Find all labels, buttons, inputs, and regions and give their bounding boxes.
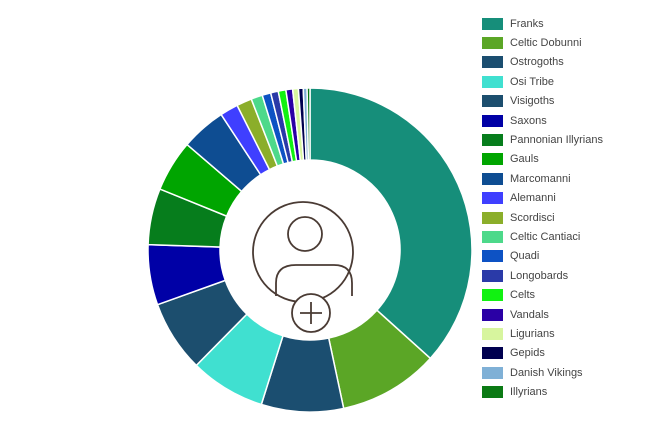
legend-item[interactable]: Franks [482, 14, 603, 33]
legend-item[interactable]: Saxons [482, 111, 603, 130]
legend-swatch [482, 134, 503, 147]
legend-item[interactable]: Celts [482, 285, 603, 304]
legend-swatch [482, 269, 503, 282]
legend-item[interactable]: Osi Tribe [482, 72, 603, 91]
legend-swatch [482, 75, 503, 88]
legend-swatch [482, 56, 503, 69]
legend-label: Quadi [510, 250, 540, 263]
slice-franks[interactable] [309, 87, 473, 360]
legend-swatch [482, 366, 503, 379]
legend-swatch [482, 192, 503, 205]
legend-swatch [482, 211, 503, 224]
legend-swatch [482, 327, 503, 340]
legend-item[interactable]: Gepids [482, 344, 603, 363]
legend-item[interactable]: Scordisci [482, 208, 603, 227]
legend-label: Visigoths [510, 95, 555, 108]
legend-item[interactable]: Vandals [482, 305, 603, 324]
legend-swatch [482, 95, 503, 108]
legend-label: Pannonian Illyrians [510, 134, 603, 147]
legend-swatch [482, 17, 503, 30]
legend-label: Gepids [510, 347, 545, 360]
legend-item[interactable]: Longobards [482, 266, 603, 285]
legend-label: Longobards [510, 269, 569, 282]
add-user-icon[interactable] [252, 201, 354, 333]
legend-swatch [482, 347, 503, 360]
icon-shoulders [275, 264, 353, 296]
legend-item[interactable]: Illyrians [482, 382, 603, 401]
legend-item[interactable]: Celtic Cantiaci [482, 227, 603, 246]
legend-label: Danish Vikings [510, 366, 583, 379]
legend-label: Illyrians [510, 386, 548, 399]
legend-label: Celtic Cantiaci [510, 230, 581, 243]
slice-illyrians[interactable] [306, 87, 311, 161]
legend-label: Vandals [510, 308, 549, 321]
legend-swatch [482, 37, 503, 50]
legend-label: Saxons [510, 114, 547, 127]
legend-item[interactable]: Danish Vikings [482, 363, 603, 382]
legend-label: Ligurians [510, 327, 555, 340]
legend-item[interactable]: Visigoths [482, 92, 603, 111]
legend-item[interactable]: Marcomanni [482, 169, 603, 188]
legend-label: Celts [510, 289, 536, 302]
legend-swatch [482, 230, 503, 243]
legend-swatch [482, 114, 503, 127]
legend-swatch [482, 172, 503, 185]
icon-head [287, 216, 323, 252]
legend-item[interactable]: Alemanni [482, 189, 603, 208]
legend-label: Alemanni [510, 192, 556, 205]
legend-swatch [482, 250, 503, 263]
legend-item[interactable]: Quadi [482, 247, 603, 266]
legend-label: Celtic Dobunni [510, 37, 582, 50]
legend-item[interactable]: Ligurians [482, 324, 603, 343]
legend-label: Marcomanni [510, 172, 571, 185]
legend: Franks Celtic Dobunni Ostrogoths Osi Tribe V… [482, 14, 603, 402]
legend-swatch [482, 289, 503, 302]
legend-item[interactable]: Ostrogoths [482, 53, 603, 72]
legend-label: Gauls [510, 153, 539, 166]
legend-label: Ostrogoths [510, 56, 564, 69]
legend-label: Scordisci [510, 211, 555, 224]
legend-label: Osi Tribe [510, 75, 555, 88]
legend-swatch [482, 153, 503, 166]
legend-item[interactable]: Gauls [482, 150, 603, 169]
legend-label: Franks [510, 17, 544, 30]
legend-swatch [482, 386, 503, 399]
legend-item[interactable]: Pannonian Illyrians [482, 130, 603, 149]
donut-slices [147, 87, 473, 413]
legend-swatch [482, 308, 503, 321]
legend-item[interactable]: Celtic Dobunni [482, 33, 603, 52]
